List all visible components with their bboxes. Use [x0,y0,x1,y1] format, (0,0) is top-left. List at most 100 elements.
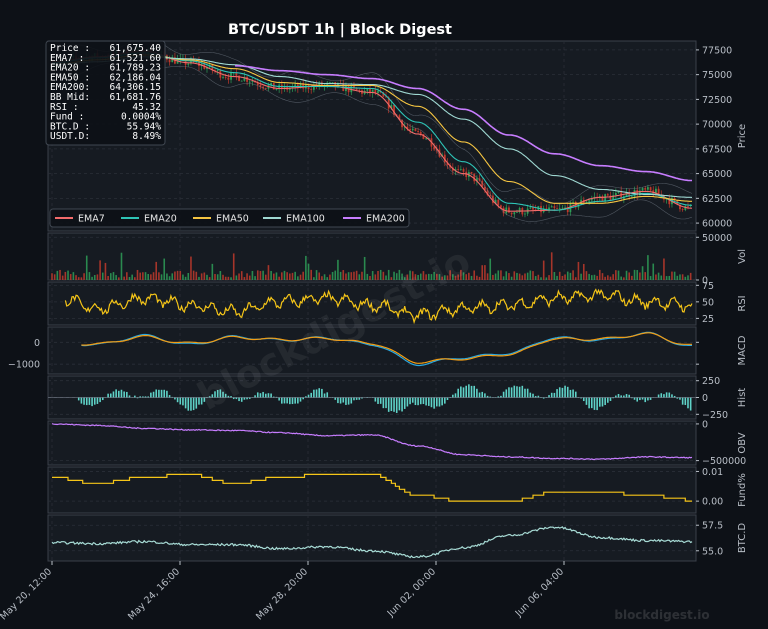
candle-body [681,209,684,210]
volume-bar [385,275,387,280]
hist-bar [550,392,553,398]
candle-body [329,82,331,84]
legend-label: EMA7 [78,214,105,225]
candle-body [206,67,208,69]
hist-bar [671,394,673,398]
hist-bar [593,397,596,410]
volume-bar [500,270,502,280]
volume-bar [526,272,529,280]
volume-bar [566,271,569,280]
hist-bar [77,397,80,401]
candle-body [446,162,449,166]
volume-bar [80,277,83,280]
volume-bar [508,273,510,280]
candle-body [251,81,254,82]
candle-body [288,88,291,90]
candle-body [606,194,609,196]
candle-body [513,212,516,215]
hist-bar [473,385,476,398]
hist-bar [294,397,296,404]
candle-body [427,138,430,140]
candle-body [628,191,631,197]
stats-label: Fund : [50,112,84,123]
hist-bar [454,393,457,398]
candle-body [262,86,265,89]
volume-bar [166,273,168,280]
hist-bar [639,397,641,401]
hist-bar [465,385,467,398]
volume-bar [64,271,67,280]
stats-label: Price : [50,43,90,54]
hist-bar [347,397,350,405]
hist-bar [272,396,275,398]
candle-body [374,89,377,93]
volume-bar [513,271,516,280]
volume-bar [599,269,601,280]
y-tick-label: 50000 [702,233,732,244]
volume-bar [313,277,315,280]
hist-bar [558,387,561,398]
hist-bar [625,394,628,398]
candle-body [470,172,473,174]
hist-bar [687,397,689,409]
volume-bar [468,272,470,280]
hist-bar [478,392,481,398]
volume-bar [216,274,219,280]
candle-body [489,195,492,196]
volume-bar [299,274,302,280]
hist-bar [446,397,449,400]
series-ema200 [234,64,692,182]
volume-bar [532,271,534,280]
candle-body [393,105,395,115]
hist-bar [120,389,123,398]
hist-bar [323,393,326,398]
volume-bar [91,276,93,280]
hist-bar [500,395,502,398]
volume-bar [355,270,358,280]
stats-label: USDT.D: [50,131,90,142]
hist-bar [305,396,307,398]
volume-bar [254,276,256,280]
volume-bar [305,255,307,280]
hist-bar [617,393,620,398]
volume-bar [219,271,222,280]
volume-bar [537,274,540,280]
candle-body [235,72,238,76]
legend-frame [49,208,410,228]
hist-bar [684,397,687,406]
hist-bar [93,397,96,405]
volume-bar [208,277,211,280]
volume-bar [476,275,478,280]
volume-bar [617,270,620,280]
hist-bar [118,390,120,398]
candle-body [320,82,323,87]
hist-bar [409,397,411,405]
volume-bar [371,271,374,280]
hist-bar [96,397,99,404]
hist-bar [232,397,235,400]
hist-bar [582,397,585,402]
volume-bar [139,272,141,280]
volume-bar [663,258,665,280]
candle-body [655,188,657,196]
hist-bar [182,397,184,406]
candle-body [459,169,462,170]
hist-bar [665,392,668,398]
hist-bar [427,397,430,406]
hist-bar [353,397,355,401]
volume-bar [152,272,155,280]
volume-bar [510,276,513,280]
y-tick-label: −250 [702,410,728,421]
candle-body [353,85,355,88]
volume-bar [689,272,692,280]
y-tick-label: 250 [702,376,720,387]
candle-body [617,191,620,193]
panel-plot-area [48,384,696,413]
y-tick-label: 0 [702,393,708,404]
candle-body [585,201,588,203]
volume-bar [184,276,187,280]
hist-bar [588,397,590,409]
hist-bar [569,389,572,398]
candle-body [684,205,687,210]
candle-body [294,84,297,87]
